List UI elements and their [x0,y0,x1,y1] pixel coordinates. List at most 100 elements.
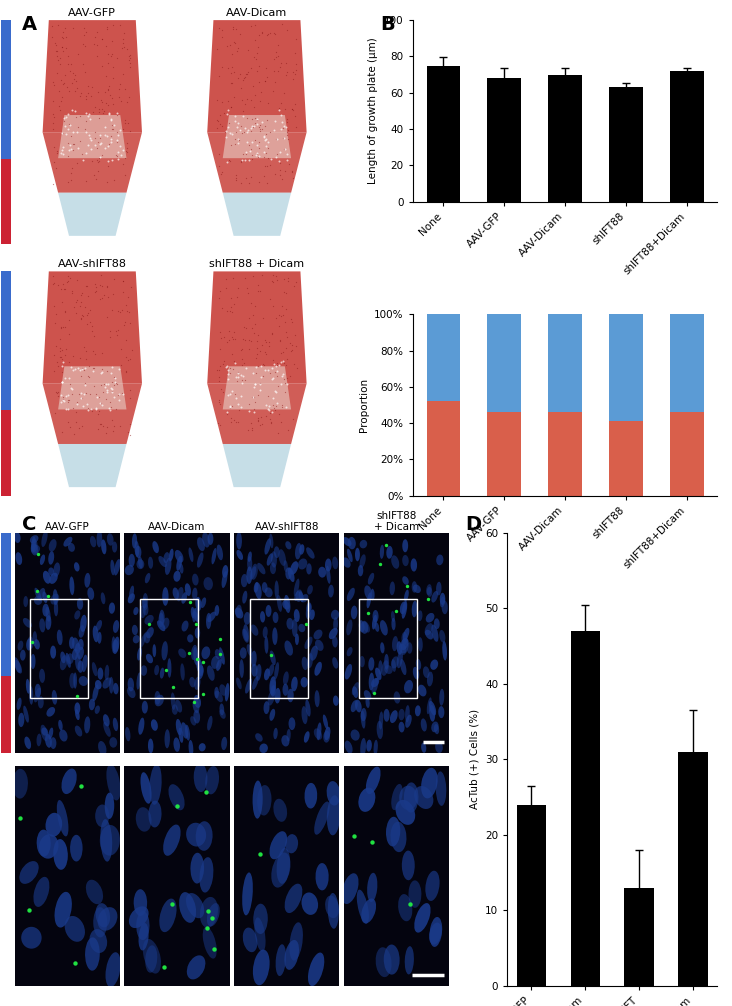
Ellipse shape [240,647,247,659]
Point [362,605,374,621]
Ellipse shape [29,686,34,704]
Point [229,35,241,51]
Point [102,173,113,189]
Point [102,138,113,154]
Ellipse shape [89,698,95,710]
Point [287,170,299,186]
Ellipse shape [314,802,329,835]
Ellipse shape [42,530,48,547]
Ellipse shape [351,606,357,620]
Ellipse shape [220,684,226,696]
Point [63,142,75,158]
Point [228,89,240,105]
Point [235,153,247,169]
Point [117,156,129,172]
Title: shIFT88
+ Dicam: shIFT88 + Dicam [374,510,419,532]
Ellipse shape [152,644,156,657]
Ellipse shape [398,894,412,921]
Point [122,115,134,131]
Point [422,591,434,607]
Ellipse shape [391,611,395,622]
Point [183,645,195,661]
Ellipse shape [332,636,337,648]
Point [268,51,280,67]
Point [233,39,244,55]
Point [264,410,275,427]
Ellipse shape [64,537,72,546]
Ellipse shape [61,769,77,794]
Point [70,295,82,311]
Point [56,281,67,297]
Point [267,396,279,412]
Ellipse shape [247,644,253,656]
Point [115,304,127,320]
Ellipse shape [75,709,80,720]
Point [60,387,72,403]
Point [94,135,106,151]
Point [237,109,249,125]
Point [115,148,127,164]
Point [261,397,272,413]
Point [266,404,277,421]
Point [233,365,244,381]
Point [56,39,68,55]
Point [86,89,97,105]
Point [167,679,179,695]
Point [70,306,82,322]
Ellipse shape [294,591,300,601]
Point [253,277,264,293]
Point [254,381,266,397]
Point [239,96,251,112]
Point [67,74,78,91]
Point [67,20,79,36]
Ellipse shape [285,883,302,913]
Point [274,167,285,183]
Title: AAV-Dicam: AAV-Dicam [226,8,288,18]
Ellipse shape [211,656,220,669]
Point [80,351,92,367]
Bar [548,314,582,412]
Ellipse shape [113,683,119,694]
Ellipse shape [438,706,444,718]
Ellipse shape [103,714,110,726]
Point [74,133,86,149]
Polygon shape [42,20,142,133]
Point [214,358,225,374]
Point [83,107,95,123]
Point [282,152,294,168]
Ellipse shape [192,573,198,585]
Ellipse shape [96,903,110,928]
Bar [427,314,460,401]
Ellipse shape [301,677,308,687]
Point [266,360,278,376]
Point [254,375,266,391]
Y-axis label: AcTub (+) Cells (%): AcTub (+) Cells (%) [469,709,479,810]
Point [274,354,286,370]
Ellipse shape [138,717,144,734]
Ellipse shape [75,643,81,654]
Point [291,338,302,354]
Ellipse shape [283,671,288,685]
Point [257,356,269,372]
Point [225,137,237,153]
Point [76,417,88,434]
Ellipse shape [427,586,433,597]
Ellipse shape [31,536,36,552]
Ellipse shape [101,593,105,605]
Ellipse shape [193,608,197,623]
Point [105,131,117,147]
Point [191,651,203,667]
Point [51,43,63,59]
Ellipse shape [158,556,167,567]
Point [86,153,97,169]
Point [277,298,288,314]
Title: AAV-GFP: AAV-GFP [45,522,90,532]
Point [88,104,100,120]
Point [222,361,234,377]
Ellipse shape [159,613,164,627]
Point [111,124,123,140]
Point [218,329,230,345]
Point [246,389,258,405]
Point [268,298,280,314]
Ellipse shape [98,741,106,756]
